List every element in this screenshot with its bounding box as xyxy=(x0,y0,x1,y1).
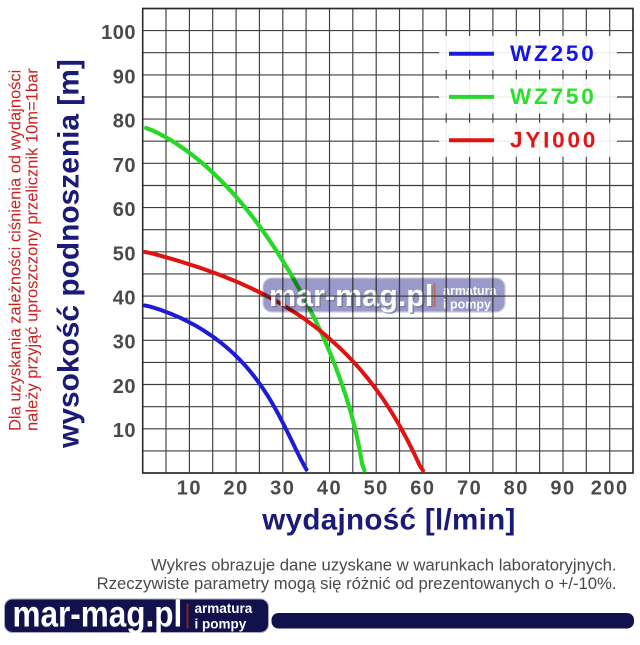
svg-text:należy przyjąć uproszczony prz: należy przyjąć uproszczony przelicznik 1… xyxy=(24,68,42,431)
svg-text:60: 60 xyxy=(113,199,136,221)
svg-text:20: 20 xyxy=(113,376,136,398)
svg-text:100: 100 xyxy=(101,22,136,44)
svg-text:80: 80 xyxy=(113,111,136,133)
svg-text:Rzeczywiste parametry mogą się: Rzeczywiste parametry mogą się różnić od… xyxy=(97,574,617,593)
svg-text:200: 200 xyxy=(591,478,629,500)
svg-text:10: 10 xyxy=(177,478,202,500)
svg-text:10: 10 xyxy=(113,420,136,442)
svg-text:wysokość podnoszenia [m]: wysokość podnoszenia [m] xyxy=(53,59,86,449)
svg-text:armatura: armatura xyxy=(195,601,253,616)
svg-text:wydajność [l/min]: wydajność [l/min] xyxy=(261,504,515,537)
svg-text:Dla uzyskania zależności ciśni: Dla uzyskania zależności ciśnienia od wy… xyxy=(7,70,25,431)
svg-text:40: 40 xyxy=(317,478,342,500)
svg-text:30: 30 xyxy=(270,478,295,500)
svg-text:WZ250: WZ250 xyxy=(510,41,597,66)
svg-text:50: 50 xyxy=(113,243,136,265)
svg-text:i pompy: i pompy xyxy=(443,298,491,312)
svg-text:70: 70 xyxy=(113,155,136,177)
svg-text:70: 70 xyxy=(457,478,482,500)
svg-text:80: 80 xyxy=(504,478,529,500)
svg-text:mar-mag.pl: mar-mag.pl xyxy=(13,594,183,635)
svg-text:20: 20 xyxy=(223,478,248,500)
svg-text:armatura: armatura xyxy=(443,284,498,298)
svg-text:Wykres obrazuje dane uzyskane: Wykres obrazuje dane uzyskane w warunkac… xyxy=(151,556,616,575)
svg-text:40: 40 xyxy=(113,288,136,310)
svg-text:50: 50 xyxy=(364,478,389,500)
svg-text:i pompy: i pompy xyxy=(195,617,247,632)
svg-text:60: 60 xyxy=(410,478,435,500)
svg-text:30: 30 xyxy=(113,332,136,354)
svg-text:JYI000: JYI000 xyxy=(510,128,598,153)
svg-text:90: 90 xyxy=(113,66,136,88)
svg-text:90: 90 xyxy=(550,478,575,500)
svg-text:WZ750: WZ750 xyxy=(510,84,597,109)
